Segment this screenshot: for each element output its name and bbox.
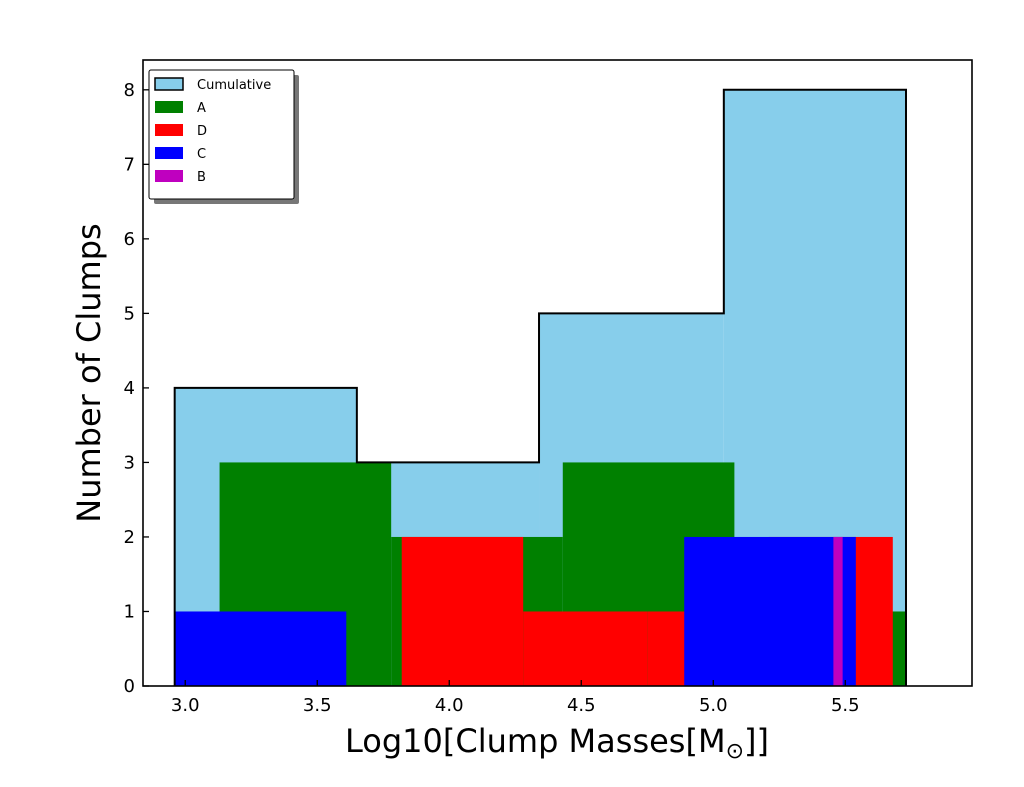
y-tick-label-0: 0	[124, 676, 135, 697]
y-tick-label-1: 1	[124, 601, 135, 622]
legend-label-cumulative: Cumulative	[197, 78, 271, 93]
y-tick-label-5: 5	[124, 303, 135, 324]
x-axis-title-suffix: ]]	[744, 722, 769, 760]
cumulative-outline-layer	[173, 88, 907, 686]
legend-swatch-c	[155, 147, 183, 159]
x-tick-label-3.5: 3.5	[303, 695, 332, 716]
legend-swatch-cumulative	[154, 77, 184, 91]
x-axis-title-text: Log10[Clump Masses[M	[345, 722, 726, 760]
legend-label-a: A	[197, 101, 206, 116]
x-axis-title: Log10[Clump Masses[M⊙]]	[345, 722, 769, 764]
y-tick-label-6: 6	[124, 229, 135, 250]
x-tick-label-5: 5.0	[699, 695, 728, 716]
y-tick-label-2: 2	[124, 527, 135, 548]
y-tick-label-4: 4	[124, 378, 135, 399]
bar-d-0	[401, 536, 524, 686]
bar-c-3	[684, 536, 856, 686]
bar-d-1	[523, 611, 648, 686]
bar-b-0	[833, 536, 843, 686]
legend-swatch-d	[155, 124, 183, 136]
y-tick-label-3: 3	[124, 452, 135, 473]
legend-label-b: B	[197, 170, 206, 185]
x-tick-label-3: 3.0	[171, 695, 200, 716]
x-tick-label-4: 4.0	[435, 695, 464, 716]
ticks-layer: 3.0 3.5 4.0 4.5 5.0 5.5 0 1 2 3 4 5 6 7 8	[124, 80, 860, 716]
legend-frame	[148, 69, 295, 200]
legend-swatch-a	[155, 101, 183, 113]
bar-c-0	[174, 611, 347, 686]
legend-label-d: D	[197, 124, 207, 139]
legend-label-c: C	[197, 147, 206, 162]
sun-symbol: ⊙	[726, 739, 744, 764]
y-tick-label-8: 8	[124, 80, 135, 101]
plot-frame	[142, 59, 973, 687]
x-tick-label-5.5: 5.5	[831, 695, 860, 716]
bars-layer	[174, 89, 906, 687]
outline-cumulative	[173, 88, 907, 686]
y-tick-label-7: 7	[124, 154, 135, 175]
legend-swatch-b	[155, 170, 183, 182]
x-tick-label-4.5: 4.5	[567, 695, 596, 716]
y-axis-title: Number of Clumps	[70, 223, 108, 522]
